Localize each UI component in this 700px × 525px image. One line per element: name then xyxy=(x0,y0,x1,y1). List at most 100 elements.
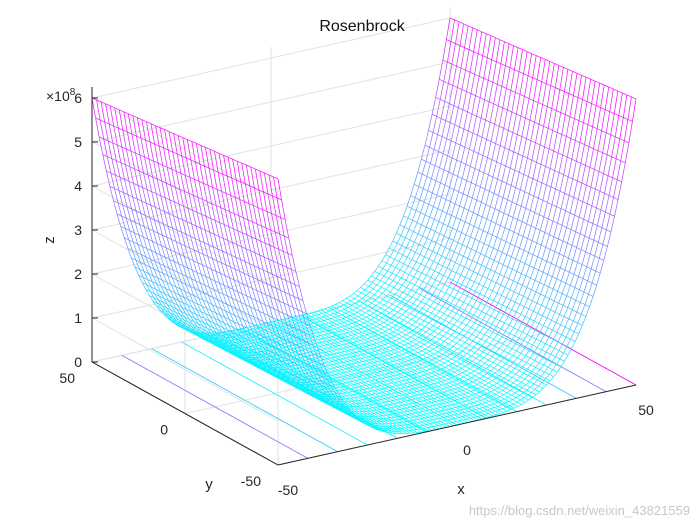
mesh-line xyxy=(492,326,497,333)
mesh-line xyxy=(380,304,385,309)
mesh-line xyxy=(530,383,535,388)
mesh-line xyxy=(396,398,401,401)
mesh-line xyxy=(444,378,449,381)
mesh-line xyxy=(195,225,201,241)
mesh-line xyxy=(469,365,474,369)
mesh-line xyxy=(516,314,522,322)
mesh-line xyxy=(448,310,453,317)
mesh-line xyxy=(423,283,428,290)
mesh-line xyxy=(511,92,516,113)
mesh-line xyxy=(181,231,187,235)
mesh-line xyxy=(494,405,499,408)
mesh-line xyxy=(147,174,153,192)
mesh-line xyxy=(316,354,322,358)
mesh-line xyxy=(274,246,279,250)
mesh-line xyxy=(589,148,594,168)
mesh-line xyxy=(199,240,204,255)
mesh-line xyxy=(315,382,321,389)
mesh-line xyxy=(182,137,187,159)
mesh-line xyxy=(377,286,382,292)
mesh-line xyxy=(298,325,303,327)
mesh-line xyxy=(415,411,420,414)
mesh-line xyxy=(363,349,367,352)
mesh-line xyxy=(483,393,488,396)
mesh-line xyxy=(463,392,468,395)
mesh-line xyxy=(181,307,186,314)
mesh-line xyxy=(378,260,383,267)
mesh-line xyxy=(263,313,269,316)
mesh-line xyxy=(191,141,196,163)
mesh-line xyxy=(189,177,194,196)
mesh-line xyxy=(343,361,348,363)
mesh-line xyxy=(417,329,422,333)
mesh-line xyxy=(428,376,433,379)
mesh-line xyxy=(585,238,590,252)
mesh-line xyxy=(360,392,364,394)
mesh-line xyxy=(395,355,400,358)
mesh-line xyxy=(280,339,284,342)
mesh-line xyxy=(338,314,343,317)
mesh-line xyxy=(619,117,624,139)
mesh-line xyxy=(389,360,394,363)
mesh-line xyxy=(438,298,443,305)
mesh-line xyxy=(355,336,360,339)
mesh-line xyxy=(458,372,463,375)
mesh-line xyxy=(221,331,227,335)
mesh-line xyxy=(367,275,372,281)
mesh-line xyxy=(508,377,513,381)
mesh-line xyxy=(519,392,524,396)
mesh-line xyxy=(529,100,534,121)
mesh-line xyxy=(452,272,457,281)
mesh-line xyxy=(275,334,281,338)
mesh-line xyxy=(211,203,217,206)
mesh-line xyxy=(274,231,280,235)
mesh-line xyxy=(215,220,220,223)
mesh-line xyxy=(339,372,343,375)
mesh-line xyxy=(448,157,453,173)
mesh-line xyxy=(541,343,546,350)
mesh-line xyxy=(522,362,527,368)
mesh-line xyxy=(439,223,444,234)
mesh-line xyxy=(439,335,444,340)
mesh-line xyxy=(98,136,104,155)
mesh-line xyxy=(498,366,503,371)
mesh-line xyxy=(477,311,483,318)
mesh-line xyxy=(423,427,428,429)
mesh-line xyxy=(587,205,593,222)
mesh-line xyxy=(545,345,551,353)
mesh-line xyxy=(226,193,231,196)
mesh-line xyxy=(374,361,378,363)
mesh-line xyxy=(184,291,189,300)
mesh-line xyxy=(442,412,447,415)
mesh-line xyxy=(429,348,434,352)
mesh-line xyxy=(150,258,156,262)
mesh-line xyxy=(456,363,461,367)
mesh-line xyxy=(266,283,272,287)
mesh-line xyxy=(601,212,606,228)
mesh-line xyxy=(415,286,420,293)
mesh-line xyxy=(322,315,327,318)
mesh-line xyxy=(376,395,381,398)
mesh-line xyxy=(268,344,274,348)
mesh-line xyxy=(419,289,425,295)
mesh-line xyxy=(543,202,548,217)
mesh-line xyxy=(559,240,564,254)
mesh-line xyxy=(156,283,161,292)
mesh-line xyxy=(355,320,360,323)
mesh-line xyxy=(259,254,265,258)
mesh-line xyxy=(179,188,185,192)
mesh-line xyxy=(121,215,127,219)
mesh-line xyxy=(249,185,255,189)
mesh-line xyxy=(256,290,262,293)
mesh-line xyxy=(394,317,399,321)
mesh-line xyxy=(479,78,485,98)
mesh-line xyxy=(161,280,167,289)
mesh-line xyxy=(145,202,151,218)
mesh-line xyxy=(472,379,477,383)
mesh-line xyxy=(417,418,422,420)
mesh-line xyxy=(384,411,389,413)
mesh-line xyxy=(466,372,471,376)
mesh-line xyxy=(403,371,408,374)
mesh-line xyxy=(476,396,481,399)
mesh-line xyxy=(202,299,207,309)
